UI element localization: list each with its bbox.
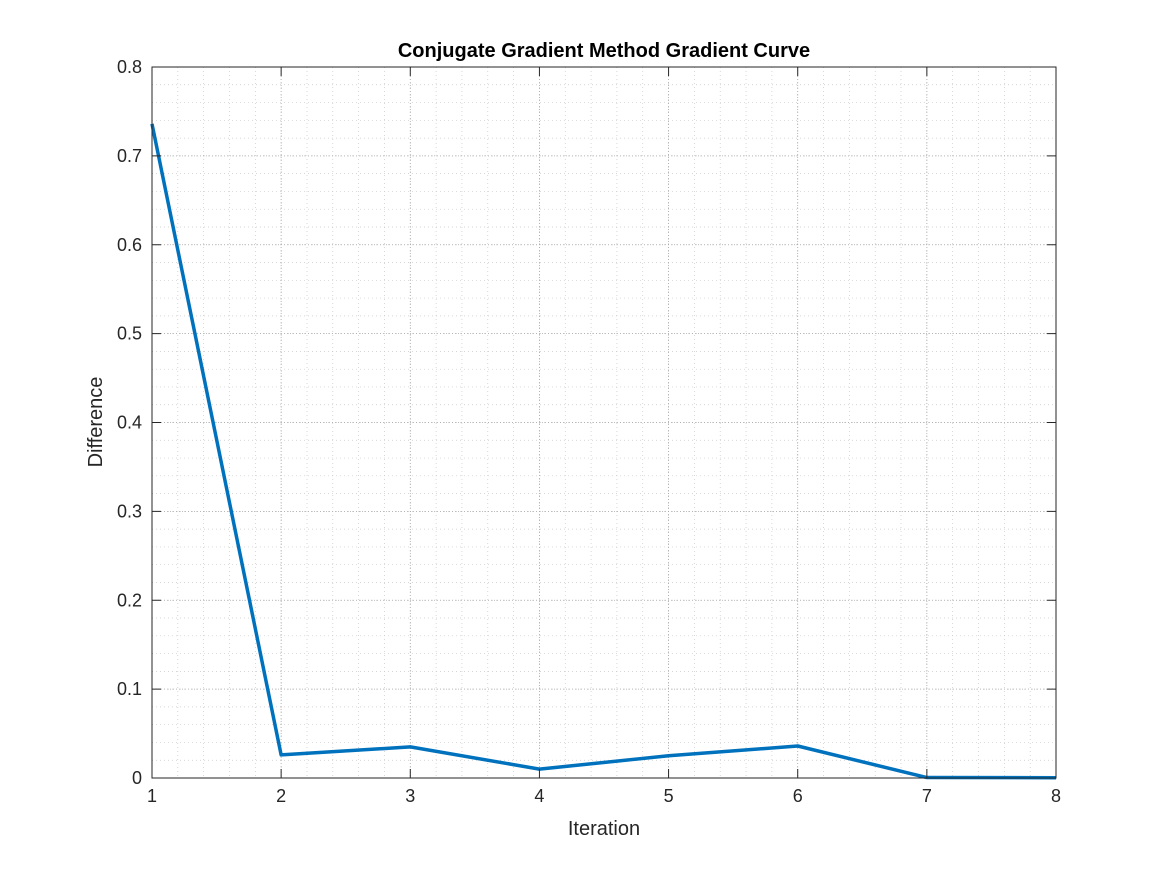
x-tick-labels: 1 2 3 4 5 6 7 8 (147, 786, 1061, 806)
x-tick-label: 3 (405, 786, 415, 806)
x-axis-label: Iteration (568, 818, 640, 840)
y-tick-label: 0.1 (117, 679, 142, 699)
x-tick-label: 5 (664, 786, 674, 806)
axis-ticks (151, 66, 1057, 779)
y-tick-label: 0 (132, 768, 142, 788)
y-tick-label: 0.6 (117, 235, 142, 255)
y-tick-label: 0.7 (117, 146, 142, 166)
minor-grid (151, 66, 1057, 779)
x-tick-label: 2 (276, 786, 286, 806)
y-tick-label: 0.5 (117, 324, 142, 344)
chart-title: Conjugate Gradient Method Gradient Curve (398, 40, 810, 62)
y-tick-label: 0.8 (117, 57, 142, 77)
x-tick-label: 8 (1051, 786, 1061, 806)
y-tick-labels: 0 0.1 0.2 0.3 0.4 0.5 0.6 0.7 0.8 (117, 57, 142, 788)
y-tick-label: 0.2 (117, 590, 142, 610)
y-axis-label: Difference (85, 377, 107, 468)
y-tick-label: 0.4 (117, 413, 142, 433)
series-line (150, 123, 1057, 780)
x-tick-label: 6 (793, 786, 803, 806)
x-tick-label: 4 (534, 786, 544, 806)
x-tick-label: 1 (147, 786, 157, 806)
x-tick-label: 7 (922, 786, 932, 806)
y-tick-label: 0.3 (117, 501, 142, 521)
